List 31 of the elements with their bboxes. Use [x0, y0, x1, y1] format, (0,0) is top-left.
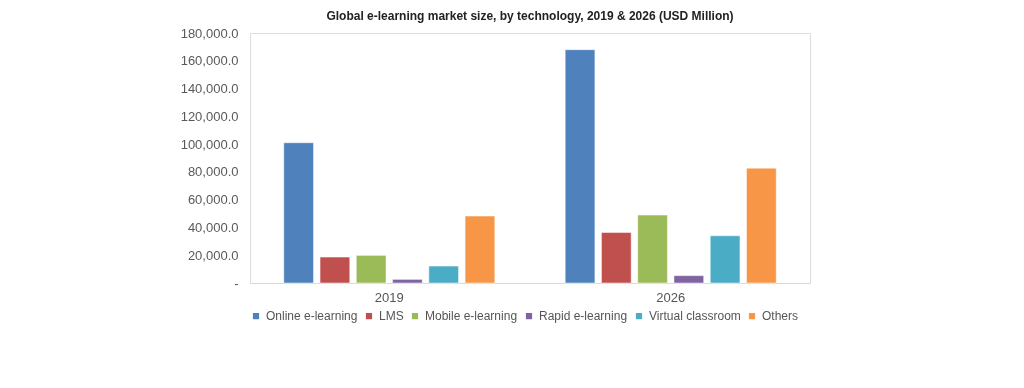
- legend-label: Mobile e-learning: [425, 309, 518, 324]
- bar: [637, 214, 668, 284]
- legend-label: Others: [762, 309, 799, 324]
- bar: [356, 255, 387, 284]
- y-tick-label: 120,000.0: [180, 108, 239, 124]
- legend-label: LMS: [379, 309, 404, 324]
- bar: [464, 215, 496, 284]
- y-tick-label: 60,000.0: [187, 192, 239, 208]
- y-tick-label: 40,000.0: [187, 219, 239, 235]
- bar: [283, 142, 314, 284]
- y-tick-label: 160,000.0: [180, 53, 239, 69]
- legend-label: Online e-learning: [266, 309, 358, 324]
- y-tick-label: 100,000.0: [180, 136, 239, 152]
- chart-title: Global e-learning market size, by technology, 2019 & 2026 (USD Million): [326, 9, 734, 23]
- y-tick-label: 20,000.0: [187, 247, 239, 263]
- bar: [319, 256, 351, 284]
- bar: [564, 49, 596, 284]
- bar: [746, 167, 777, 284]
- bar: [709, 235, 741, 284]
- bar: [673, 275, 704, 284]
- bar: [601, 232, 632, 284]
- y-tick-label: 180,000.0: [180, 25, 239, 41]
- x-tick-label: 2026: [656, 289, 686, 305]
- y-tick-label: 140,000.0: [180, 81, 239, 97]
- bar: [392, 279, 423, 284]
- x-tick-label: 2019: [374, 289, 404, 305]
- bar: [428, 265, 459, 284]
- legend-label: Virtual classroom: [649, 309, 741, 324]
- y-tick-label: -: [234, 275, 239, 291]
- legend-label: Rapid e-learning: [539, 309, 628, 324]
- y-tick-label: 80,000.0: [187, 164, 239, 180]
